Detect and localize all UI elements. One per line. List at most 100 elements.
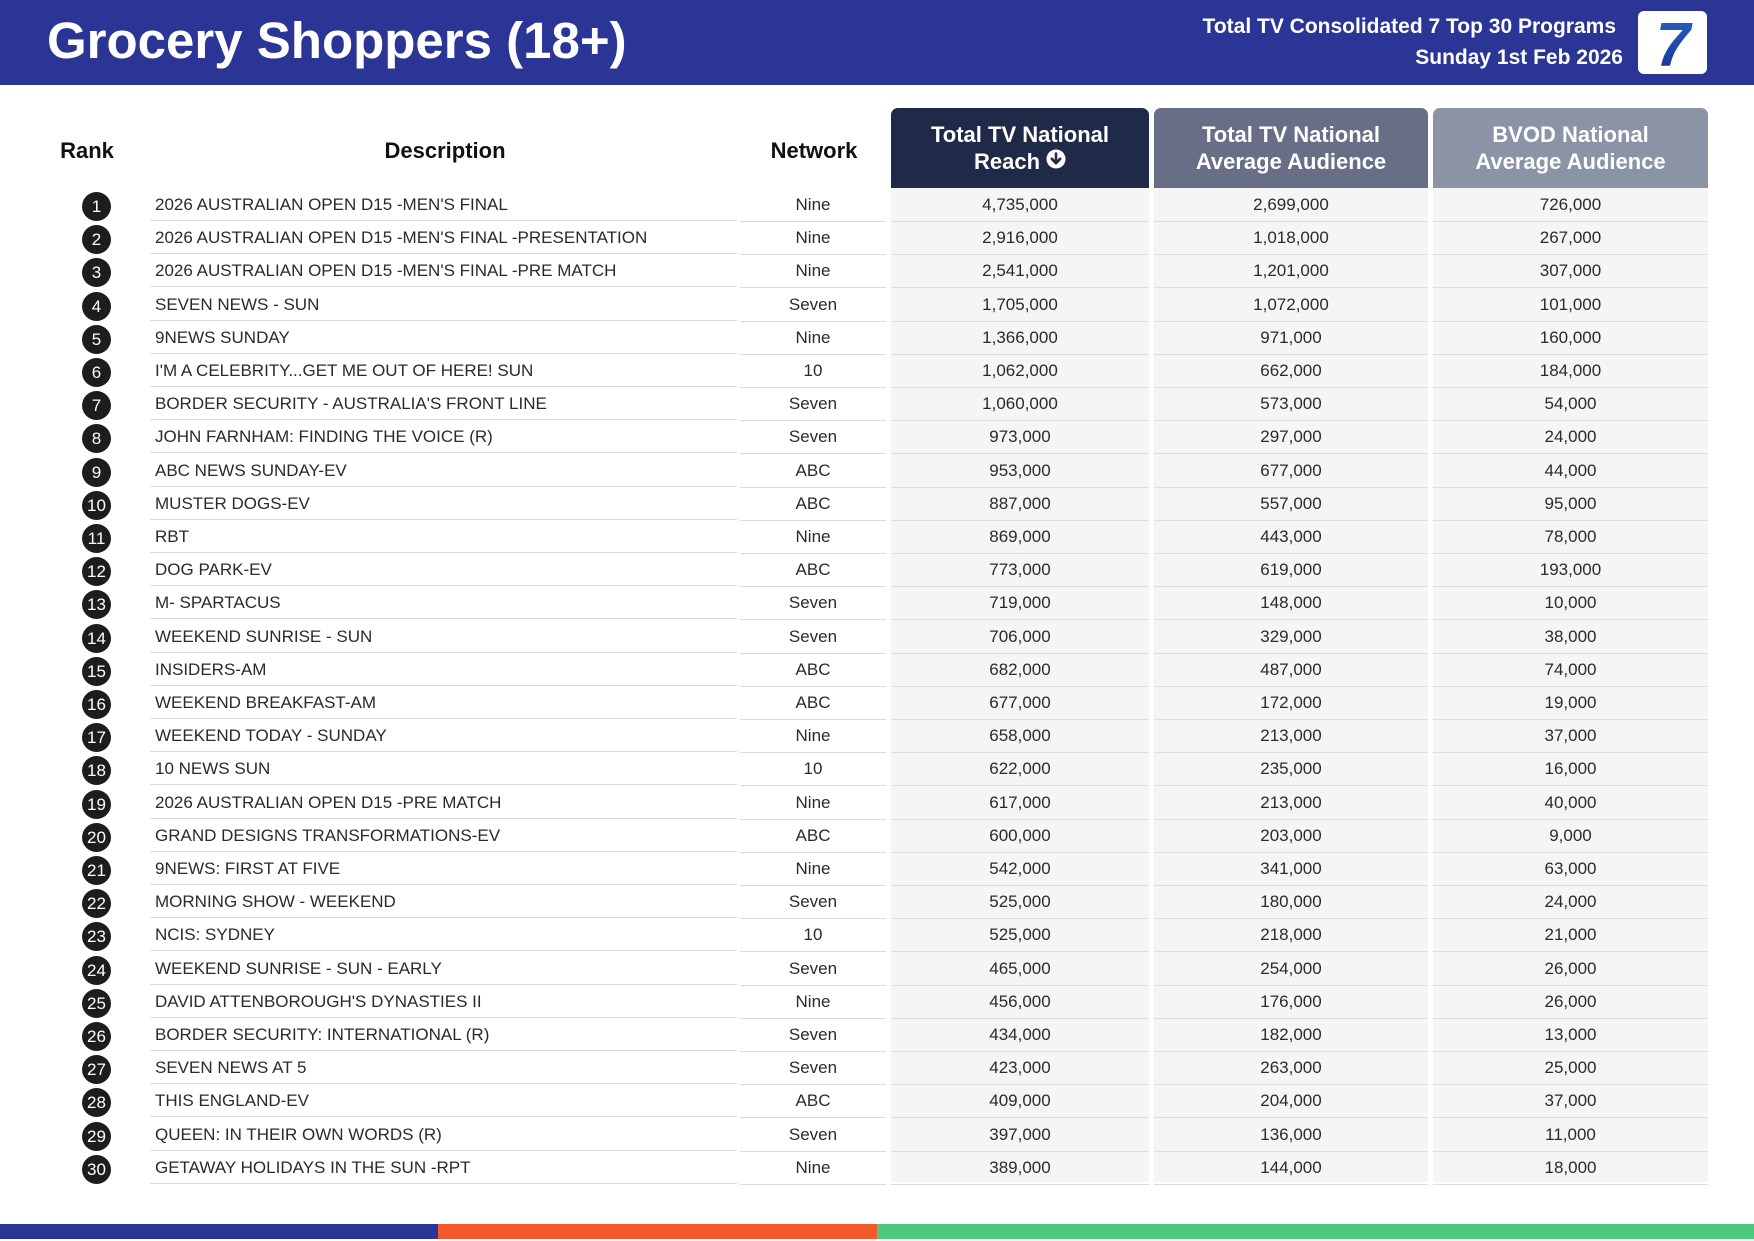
network-cell: Seven xyxy=(740,388,886,422)
table-row[interactable]: 30 GETAWAY HOLIDAYS IN THE SUN -RPT Nine 38… xyxy=(0,1152,1754,1185)
program-description: WEEKEND TODAY - SUNDAY xyxy=(150,720,737,753)
reach-value: 465,000 xyxy=(891,953,1149,986)
program-description: MUSTER DOGS-EV xyxy=(150,488,737,520)
rank-badge: 22 xyxy=(82,889,111,919)
table-row[interactable]: 23 NCIS: SYDNEY 10 525,000 218,000 21,000 xyxy=(0,919,1754,953)
rank-badge: 17 xyxy=(82,723,111,753)
network-cell: Nine xyxy=(740,986,886,1019)
table-row[interactable]: 13 M- SPARTACUS Seven 719,000 148,000 10,000 xyxy=(0,587,1754,621)
column-header-avg-audience[interactable]: Total TV National Average Audience xyxy=(1154,108,1428,188)
program-description: 2026 AUSTRALIAN OPEN D15 -MEN'S FINAL -P… xyxy=(150,255,737,288)
bvod-value: 26,000 xyxy=(1433,953,1708,986)
avg-column-background xyxy=(1154,188,1428,1182)
table-row[interactable]: 12 DOG PARK-EV ABC 773,000 619,000 193,000 xyxy=(0,554,1754,588)
program-description: I'M A CELEBRITY...GET ME OUT OF HERE! SU… xyxy=(150,355,737,387)
reach-value: 677,000 xyxy=(891,687,1149,720)
table-row[interactable]: 20 GRAND DESIGNS TRANSFORMATIONS-EV ABC 600… xyxy=(0,820,1754,853)
rank-badge: 5 xyxy=(82,324,111,354)
rank-badge: 8 xyxy=(82,424,111,454)
table-row[interactable]: 4 SEVEN NEWS - SUN Seven 1,705,000 1,072,000… xyxy=(0,289,1754,322)
column-header-network[interactable]: Network xyxy=(770,138,858,163)
column-header-rank[interactable]: Rank xyxy=(60,138,114,163)
avg-audience-value: 144,000 xyxy=(1154,1152,1428,1185)
avg-audience-value: 1,072,000 xyxy=(1154,289,1428,322)
table-row[interactable]: 22 MORNING SHOW - WEEKEND Seven 525,000 180,… xyxy=(0,886,1754,920)
avg-audience-value: 172,000 xyxy=(1154,687,1428,720)
program-description: GRAND DESIGNS TRANSFORMATIONS-EV xyxy=(150,820,737,852)
rank-badge: 20 xyxy=(82,822,111,852)
column-header-bvod[interactable]: BVOD National Average Audience xyxy=(1433,108,1708,188)
rank-badge: 7 xyxy=(82,391,111,421)
footer-bar-blue xyxy=(0,1224,438,1239)
rank-badge: 12 xyxy=(82,557,111,587)
avg-audience-value: 2,699,000 xyxy=(1154,189,1428,222)
table-row[interactable]: 9 ABC NEWS SUNDAY-EV ABC 953,000 677,000 44,0… xyxy=(0,455,1754,488)
rank-badge: 2 xyxy=(82,225,111,255)
rank-badge: 3 xyxy=(82,258,111,288)
reach-header-line2: Reach xyxy=(973,149,1041,174)
bvod-column-background xyxy=(1433,188,1708,1182)
rank-badge: 24 xyxy=(82,955,111,985)
table-row[interactable]: 2 2026 AUSTRALIAN OPEN D15 -MEN'S FINAL -… xyxy=(0,222,1754,256)
avg-audience-value: 1,018,000 xyxy=(1154,222,1428,256)
bvod-value: 184,000 xyxy=(1433,355,1708,388)
table-row[interactable]: 19 2026 AUSTRALIAN OPEN D15 -PRE MATCH Nin… xyxy=(0,787,1754,820)
table-row[interactable]: 16 WEEKEND BREAKFAST-AM ABC 677,000 172,000 1… xyxy=(0,687,1754,720)
report-subtitle: Total TV Consolidated 7 Top 30 Programs xyxy=(1202,15,1616,38)
table-row[interactable]: 29 QUEEN: IN THEIR OWN WORDS (R) Seven 397,… xyxy=(0,1119,1754,1152)
table-row[interactable]: 26 BORDER SECURITY: INTERNATIONAL (R) Seve… xyxy=(0,1019,1754,1052)
program-description: QUEEN: IN THEIR OWN WORDS (R) xyxy=(150,1119,737,1151)
table-row[interactable]: 17 WEEKEND TODAY - SUNDAY Nine 658,000 213,0… xyxy=(0,720,1754,754)
avg-audience-value: 180,000 xyxy=(1154,886,1428,920)
sort-descending-icon[interactable] xyxy=(1046,148,1066,175)
network-cell: Nine xyxy=(740,222,886,256)
avg-audience-value: 136,000 xyxy=(1154,1119,1428,1152)
bvod-value: 18,000 xyxy=(1433,1152,1708,1185)
program-description: INSIDERS-AM xyxy=(150,654,737,686)
network-cell: ABC xyxy=(740,554,886,588)
avg-audience-value: 619,000 xyxy=(1154,554,1428,588)
table-row[interactable]: 21 9NEWS: FIRST AT FIVE Nine 542,000 341,000… xyxy=(0,853,1754,886)
bvod-value: 307,000 xyxy=(1433,255,1708,289)
reach-value: 719,000 xyxy=(891,587,1149,621)
column-header-reach[interactable]: Total TV National Reach xyxy=(891,108,1149,188)
program-description: BORDER SECURITY: INTERNATIONAL (R) xyxy=(150,1019,737,1051)
avg-audience-value: 235,000 xyxy=(1154,753,1428,787)
program-description: WEEKEND BREAKFAST-AM xyxy=(150,687,737,719)
table-row[interactable]: 7 BORDER SECURITY - AUSTRALIA'S FRONT LIN… xyxy=(0,388,1754,422)
network-cell: Nine xyxy=(740,720,886,754)
table-row[interactable]: 24 WEEKEND SUNRISE - SUN - EARLY Seven 465,… xyxy=(0,953,1754,986)
rank-badge: 27 xyxy=(82,1055,111,1085)
reach-value: 706,000 xyxy=(891,621,1149,654)
bvod-value: 10,000 xyxy=(1433,587,1708,621)
rank-badge: 18 xyxy=(82,756,111,786)
table-row[interactable]: 6 I'M A CELEBRITY...GET ME OUT OF HERE! S… xyxy=(0,355,1754,388)
table-row[interactable]: 3 2026 AUSTRALIAN OPEN D15 -MEN'S FINAL -… xyxy=(0,255,1754,289)
reach-value: 658,000 xyxy=(891,720,1149,754)
avg-audience-value: 487,000 xyxy=(1154,654,1428,687)
table-row[interactable]: 1 2026 AUSTRALIAN OPEN D15 -MEN'S FINAL Ni… xyxy=(0,189,1754,222)
network-cell: Seven xyxy=(740,587,886,621)
avg-audience-value: 341,000 xyxy=(1154,853,1428,886)
rank-badge: 4 xyxy=(82,291,111,321)
table-row[interactable]: 5 9NEWS SUNDAY Nine 1,366,000 971,000 160,000 xyxy=(0,322,1754,355)
program-description: BORDER SECURITY - AUSTRALIA'S FRONT LINE xyxy=(150,388,737,421)
table-row[interactable]: 8 JOHN FARNHAM: FINDING THE VOICE (R) Seve… xyxy=(0,421,1754,455)
table-row[interactable]: 14 WEEKEND SUNRISE - SUN Seven 706,000 329,0… xyxy=(0,621,1754,654)
rank-badge: 6 xyxy=(82,358,111,387)
bvod-value: 74,000 xyxy=(1433,654,1708,687)
table-row[interactable]: 28 THIS ENGLAND-EV ABC 409,000 204,000 37,000 xyxy=(0,1085,1754,1119)
column-header-description[interactable]: Description xyxy=(384,138,506,163)
reach-value: 525,000 xyxy=(891,919,1149,953)
table-row[interactable]: 11 RBT Nine 869,000 443,000 78,000 xyxy=(0,521,1754,554)
reach-value: 953,000 xyxy=(891,455,1149,488)
table-row[interactable]: 10 MUSTER DOGS-EV ABC 887,000 557,000 95,000 xyxy=(0,488,1754,521)
avg-audience-value: 557,000 xyxy=(1154,488,1428,521)
table-row[interactable]: 18 10 NEWS SUN 10 622,000 235,000 16,000 xyxy=(0,753,1754,787)
table-row[interactable]: 27 SEVEN NEWS AT 5 Seven 423,000 263,000 25,0… xyxy=(0,1052,1754,1086)
network-cell: Seven xyxy=(740,289,886,322)
program-description: M- SPARTACUS xyxy=(150,587,737,620)
table-row[interactable]: 15 INSIDERS-AM ABC 682,000 487,000 74,000 xyxy=(0,654,1754,687)
table-row[interactable]: 25 DAVID ATTENBOROUGH'S DYNASTIES II Nine 4… xyxy=(0,986,1754,1019)
network-cell: Nine xyxy=(740,189,886,222)
